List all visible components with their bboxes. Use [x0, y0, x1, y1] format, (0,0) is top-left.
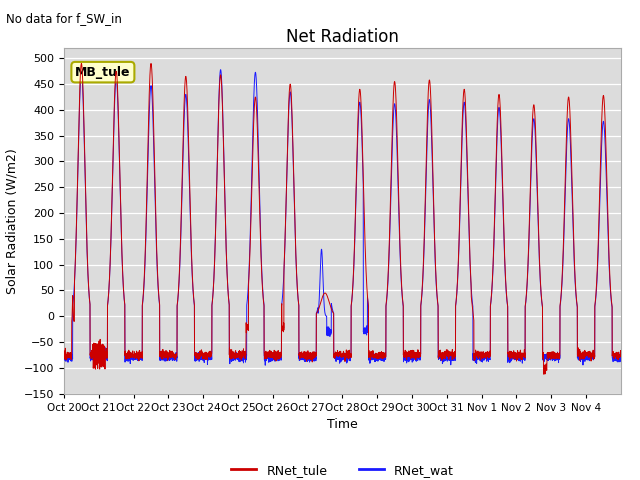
- Text: MB_tule: MB_tule: [75, 66, 131, 79]
- Text: No data for f_SW_in: No data for f_SW_in: [6, 12, 122, 25]
- X-axis label: Time: Time: [327, 418, 358, 431]
- Legend: RNet_tule, RNet_wat: RNet_tule, RNet_wat: [227, 458, 458, 480]
- Y-axis label: Solar Radiation (W/m2): Solar Radiation (W/m2): [5, 148, 19, 294]
- Title: Net Radiation: Net Radiation: [286, 28, 399, 47]
